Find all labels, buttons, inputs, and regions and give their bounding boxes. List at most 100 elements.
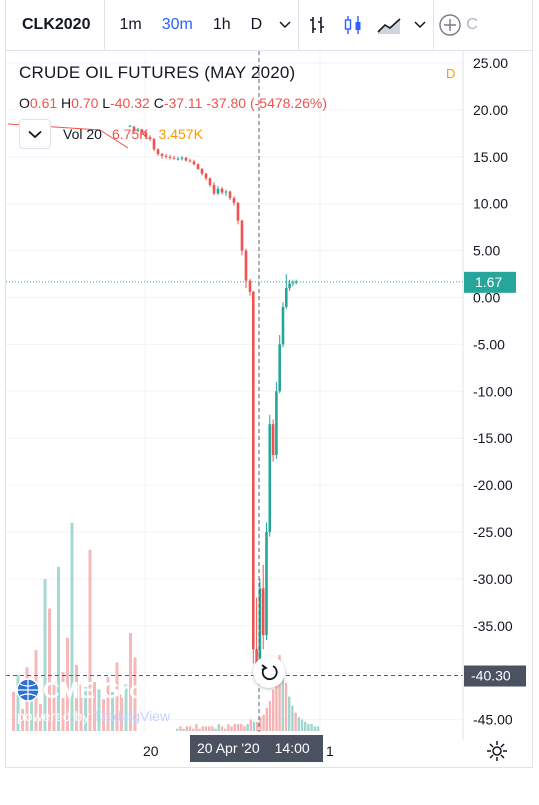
open-value: 0.61 bbox=[29, 95, 58, 111]
volume-bar bbox=[288, 696, 291, 731]
volume-bar bbox=[272, 689, 275, 731]
candle-body bbox=[136, 129, 140, 131]
candle-body bbox=[240, 220, 244, 251]
volume-bar bbox=[214, 728, 217, 731]
volume-legend: Vol 20 6.75K 3.457K bbox=[19, 119, 203, 149]
crosshair-price-tag bbox=[464, 665, 526, 687]
y-tick-label: 25.00 bbox=[473, 55, 508, 71]
volume-bar bbox=[304, 721, 307, 731]
crosshair-price-label: -40.30 bbox=[471, 668, 511, 684]
open-label: O bbox=[19, 95, 30, 111]
reset-chart-button[interactable] bbox=[253, 656, 285, 688]
interval-dropdown-icon[interactable] bbox=[272, 0, 298, 50]
candle-body bbox=[285, 288, 288, 307]
last-price-label: 1.67 bbox=[475, 274, 502, 290]
cme-logo: CME Group bbox=[15, 677, 172, 704]
chart-title: CRUDE OIL FUTURES (MAY 2020) bbox=[19, 63, 296, 82]
volume-bar bbox=[278, 655, 281, 731]
volume-bar bbox=[316, 726, 320, 731]
volume-bar bbox=[291, 705, 294, 731]
candle-body bbox=[160, 153, 164, 156]
volume-bar bbox=[120, 694, 123, 731]
y-tick-label: 15.00 bbox=[473, 149, 508, 165]
volume-bar bbox=[115, 662, 119, 731]
volume-bar bbox=[313, 726, 316, 731]
volume-bar bbox=[281, 671, 284, 731]
volume-bar bbox=[297, 717, 300, 731]
volume-bar bbox=[185, 726, 188, 731]
candle-body bbox=[212, 184, 216, 194]
high-label: H bbox=[61, 95, 72, 111]
volume-bar bbox=[39, 704, 42, 731]
volume-bar bbox=[16, 674, 20, 731]
y-tick-label: 5.00 bbox=[473, 243, 500, 259]
volume-bar bbox=[70, 522, 74, 731]
powered-by[interactable]: powered by TradingView bbox=[17, 708, 170, 724]
bars-chart-icon[interactable] bbox=[299, 0, 335, 50]
volume-bar bbox=[61, 672, 65, 731]
y-tick-label: -30.00 bbox=[473, 571, 513, 587]
candle-body bbox=[192, 161, 196, 165]
interval-30m[interactable]: 30m bbox=[161, 16, 193, 33]
candle-body bbox=[220, 188, 224, 193]
candle-body bbox=[148, 137, 152, 139]
price-axis[interactable]: 25.00 20.00 15.00 10.00 5.00 0.00 -5.00 -10.00 -… bbox=[459, 50, 539, 740]
volume-bar bbox=[84, 686, 87, 731]
volume-bar bbox=[236, 724, 240, 731]
volume-bar bbox=[66, 637, 69, 731]
volume-bar bbox=[204, 726, 208, 731]
volume-bar bbox=[220, 726, 224, 731]
toolbar-divider bbox=[298, 0, 300, 50]
y-tick-label: -20.00 bbox=[473, 477, 513, 493]
volume-bar bbox=[129, 633, 132, 731]
volume-bar bbox=[192, 728, 195, 731]
candle-body bbox=[172, 157, 176, 159]
top-toolbar: CLK2020 1m 30m 1h D C bbox=[6, 0, 532, 51]
crosshair-date: 20 Apr '20 bbox=[197, 740, 260, 756]
compare-add-icon[interactable] bbox=[434, 0, 466, 50]
high-value: 0.70 bbox=[71, 95, 99, 111]
dividend-badge[interactable]: D bbox=[446, 66, 456, 81]
volume-bar bbox=[208, 726, 211, 731]
volume-bar bbox=[102, 699, 105, 731]
price-plot[interactable] bbox=[6, 51, 463, 732]
interval-d[interactable]: D bbox=[250, 16, 263, 33]
candle-body bbox=[275, 391, 278, 456]
interval-1h[interactable]: 1h bbox=[212, 16, 231, 33]
settings-gear-icon[interactable] bbox=[486, 740, 508, 767]
volume-bar bbox=[43, 579, 47, 731]
candles-chart-icon[interactable] bbox=[335, 0, 371, 50]
compare-label[interactable]: C bbox=[466, 16, 478, 33]
volume-bar bbox=[294, 712, 297, 731]
y-tick-label: 20.00 bbox=[473, 102, 508, 118]
candle-body bbox=[180, 157, 184, 159]
candle-body bbox=[265, 532, 268, 636]
candle-body bbox=[244, 250, 248, 281]
interval-1m[interactable]: 1m bbox=[119, 16, 142, 33]
volume-bar bbox=[256, 721, 259, 731]
plot-area-clip bbox=[6, 51, 463, 732]
volume-bar bbox=[88, 549, 92, 731]
volume-bar bbox=[79, 684, 83, 731]
y-tick-label: -15.00 bbox=[473, 430, 513, 446]
volume-bar bbox=[52, 682, 56, 731]
y-tick-label: -5.00 bbox=[473, 336, 505, 352]
chevron-down-icon bbox=[28, 130, 42, 138]
volume-bar bbox=[252, 721, 256, 731]
candle-body bbox=[204, 173, 208, 179]
symbol-button[interactable]: CLK2020 bbox=[6, 0, 106, 50]
legend-title: CRUDE OIL FUTURES (MAY 2020) bbox=[19, 63, 295, 83]
tradingview-link[interactable]: TradingView bbox=[93, 708, 171, 724]
candle-body bbox=[268, 424, 272, 532]
candle-body bbox=[196, 164, 200, 169]
chart-type-dropdown-icon[interactable] bbox=[407, 0, 433, 50]
collapse-legend-button[interactable] bbox=[19, 119, 51, 149]
volume-bar bbox=[240, 724, 243, 731]
volume-bar bbox=[243, 726, 246, 731]
area-chart-icon[interactable] bbox=[371, 0, 407, 50]
y-tick-label: 0.00 bbox=[473, 290, 500, 306]
candle-body bbox=[248, 280, 252, 292]
volume-bar bbox=[21, 708, 24, 731]
refresh-icon bbox=[261, 664, 278, 681]
chart-frame bbox=[5, 0, 533, 768]
